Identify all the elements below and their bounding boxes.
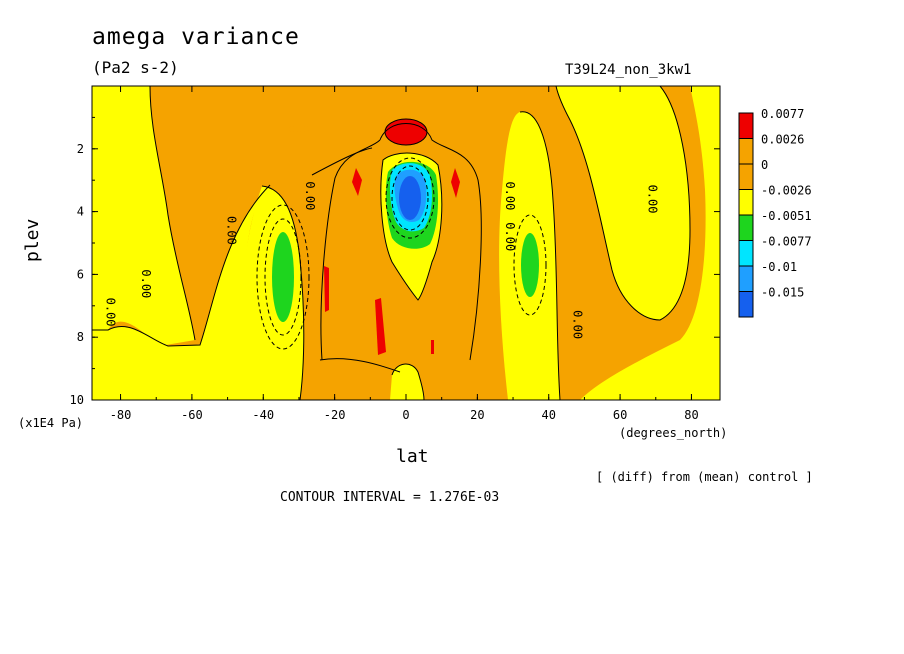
region-red-south-streak	[324, 266, 329, 312]
region-orange-spot	[287, 126, 311, 132]
x-axis-unit: (degrees_north)	[619, 426, 728, 440]
legend-swatch	[738, 138, 754, 165]
y-tick-label: 2	[77, 142, 84, 156]
region-red-left-spot	[352, 168, 362, 196]
region-red-right-spot	[451, 168, 460, 198]
region-green-north	[521, 233, 539, 297]
legend-swatch	[738, 163, 754, 190]
contour-value-label: 0.00	[571, 310, 585, 339]
region-yellow-east	[580, 86, 720, 400]
legend-label: -0.015	[761, 286, 804, 300]
y-axis-unit: (x1E4 Pa)	[18, 416, 84, 430]
contour-value-label: 0.00	[503, 222, 517, 251]
contour-value-label: 0.00	[103, 298, 117, 327]
legend-swatch	[738, 112, 754, 139]
y-tick-label: 4	[77, 205, 84, 219]
y-tick-label: 6	[77, 267, 84, 281]
legend-label: -0.01	[761, 260, 797, 274]
contour-value-label: 0.00	[503, 181, 517, 210]
legend-swatch	[738, 291, 754, 318]
y-tick-label: 8	[77, 330, 84, 344]
legend-swatch	[738, 240, 754, 267]
chart-title: amega variance	[92, 24, 300, 50]
x-tick-label: 40	[542, 408, 556, 422]
legend-label: 0.0077	[761, 107, 804, 121]
contour-value-label: 0.00	[646, 185, 660, 214]
y-axis-ticks: 2 4 6 8 10	[70, 116, 720, 407]
legend-label: -0.0077	[761, 235, 812, 249]
x-tick-label: 80	[684, 408, 698, 422]
legend-label: -0.0026	[761, 184, 812, 198]
field-regions	[92, 86, 720, 400]
chart-units: (Pa2 s-2)	[92, 58, 179, 77]
region-red-small-streak	[431, 340, 434, 354]
x-tick-label: -20	[324, 408, 346, 422]
contour-value-label: 0.00	[225, 216, 239, 245]
region-blue-center	[399, 176, 421, 220]
y-tick-label: 10	[70, 393, 84, 407]
x-axis-ticks: -80 -60 -40 -20 0 20 40 60 80	[110, 86, 699, 422]
region-yellow-northeast	[556, 86, 690, 320]
x-tick-label: -40	[252, 408, 274, 422]
legend-swatch	[738, 265, 754, 292]
x-axis-label: lat	[396, 446, 429, 467]
legend-label: 0	[761, 158, 768, 172]
run-id: T39L24_non_3kw1	[565, 62, 692, 78]
legend-swatch	[738, 214, 754, 241]
x-tick-label: -80	[110, 408, 132, 422]
legend-label: -0.0051	[761, 209, 812, 223]
legend-swatch	[738, 189, 754, 216]
region-green-south	[272, 232, 294, 322]
x-tick-label: 0	[402, 408, 409, 422]
contour-lines	[92, 86, 691, 400]
region-yellow-west	[92, 86, 195, 346]
x-tick-label: 20	[470, 408, 484, 422]
colorbar-legend: 0.0077 0.0026 0 -0.0026 -0.0051 -0.0077 -0.01 -…	[738, 107, 812, 318]
contour-value-label: 0.00	[139, 269, 153, 298]
contour-labels: 0.00 0.00 0.00 0.00 0.00 0.00 0.00 0.00	[103, 181, 659, 339]
region-red-lower-streak	[375, 298, 386, 355]
diff-note: [ (diff) from (mean) control ]	[596, 470, 813, 484]
contour-interval: CONTOUR INTERVAL = 1.276E-03	[280, 490, 500, 505]
contour-value-label: 0.00	[303, 181, 317, 210]
legend-label: 0.0026	[761, 133, 804, 147]
x-tick-label: -60	[181, 408, 203, 422]
x-tick-label: 60	[613, 408, 627, 422]
dashed-contours	[256, 157, 547, 350]
region-yellow-bottom-center	[390, 364, 424, 400]
